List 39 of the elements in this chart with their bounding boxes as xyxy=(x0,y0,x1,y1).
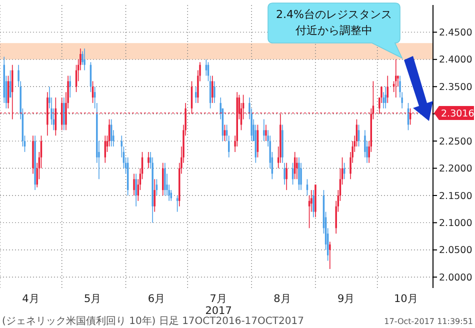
candlestick xyxy=(176,195,178,212)
candlestick xyxy=(135,173,137,207)
candlestick xyxy=(265,124,267,142)
y-tick-label: 2.4500 xyxy=(439,28,472,39)
candlestick xyxy=(384,86,386,109)
x-tick-label: 9月 xyxy=(338,293,356,305)
candlestick xyxy=(133,173,135,196)
candlestick xyxy=(63,97,65,131)
candlestick xyxy=(286,162,288,190)
annotation: 2.4%台のレジスタンス付近から調整中 xyxy=(276,8,392,37)
y-tick-label: 2.4000 xyxy=(439,54,472,66)
x-tick-label: 5月 xyxy=(84,293,102,305)
ref-line-label: 2.3016 xyxy=(441,108,474,120)
candlestick xyxy=(148,152,150,169)
y-tick-label: 2.1000 xyxy=(439,218,472,230)
candlestick xyxy=(284,162,286,185)
text: (ジェネリック米国債利回り 10年) 日足 17OCT2016-17OCT2017 xyxy=(2,315,304,327)
y-tick-label: 2.0000 xyxy=(439,272,472,284)
y-tick-label: 2.2500 xyxy=(439,136,472,148)
candlestick xyxy=(298,156,300,190)
candlestick xyxy=(162,162,164,196)
x-axis-title: 2017 xyxy=(205,305,232,317)
y-tick-label: 2.1500 xyxy=(439,190,472,202)
candlestick xyxy=(214,80,216,104)
candlestick xyxy=(164,162,166,196)
y-tick-label: 2.3500 xyxy=(439,82,472,93)
x-tick-label: 4月 xyxy=(22,293,40,305)
x-tick-label: 10月 xyxy=(394,293,418,305)
text: 17-Oct-2017 11:39:51 xyxy=(384,317,473,326)
candlestick xyxy=(329,241,331,270)
candlestick xyxy=(69,75,71,98)
candlestick xyxy=(312,190,314,218)
candlestick xyxy=(84,48,86,71)
y-tick-label: 2.2000 xyxy=(439,164,472,175)
x-tick-label: 6月 xyxy=(148,293,166,305)
x-tick-label: 8月 xyxy=(274,293,292,305)
y-tick-label: 2.0500 xyxy=(439,245,472,256)
candlestick xyxy=(263,118,265,142)
x-tick-label: 7月 xyxy=(210,293,228,305)
